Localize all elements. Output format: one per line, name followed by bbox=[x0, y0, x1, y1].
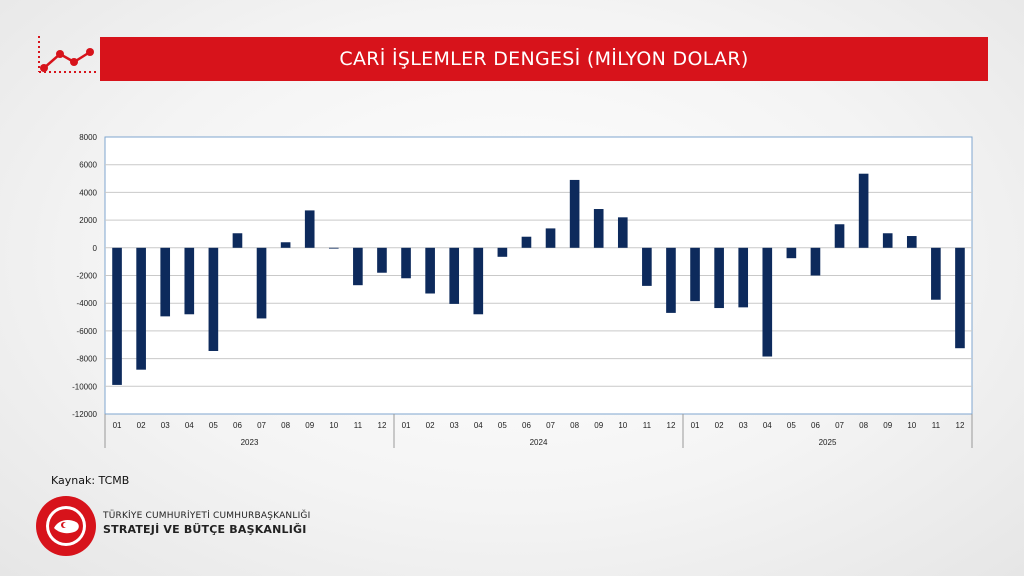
x-tick-label: 10 bbox=[618, 421, 627, 430]
x-tick-label: 06 bbox=[522, 421, 531, 430]
bar bbox=[617, 217, 628, 248]
bar bbox=[762, 247, 773, 357]
x-tick-label: 02 bbox=[715, 421, 724, 430]
bar bbox=[256, 247, 267, 319]
bar bbox=[738, 247, 749, 308]
bar bbox=[642, 247, 652, 286]
group-label: 2025 bbox=[819, 438, 837, 447]
bar bbox=[184, 247, 195, 315]
x-tick-label: 12 bbox=[378, 421, 387, 430]
bar bbox=[666, 247, 676, 313]
bar bbox=[160, 247, 171, 317]
x-tick-label: 08 bbox=[570, 421, 579, 430]
bar bbox=[690, 247, 700, 302]
page-title: CARİ İŞLEMLER DENGESİ (MİLYON DOLAR) bbox=[339, 48, 749, 70]
x-tick-label: 10 bbox=[329, 421, 338, 430]
bar bbox=[328, 247, 339, 249]
x-tick-label: 04 bbox=[474, 421, 483, 430]
bar bbox=[112, 247, 122, 385]
x-tick-label: 03 bbox=[161, 421, 170, 430]
x-tick-label: 12 bbox=[667, 421, 676, 430]
bar bbox=[208, 247, 219, 351]
x-tick-label: 11 bbox=[643, 421, 652, 430]
y-tick-label: 0 bbox=[93, 244, 98, 253]
bar bbox=[786, 247, 797, 259]
x-tick-label: 01 bbox=[402, 421, 411, 430]
bar bbox=[569, 179, 580, 248]
x-tick-label: 05 bbox=[498, 421, 507, 430]
bar bbox=[232, 233, 243, 248]
bar bbox=[136, 247, 146, 370]
x-tick-label: 11 bbox=[354, 421, 363, 430]
x-tick-label: 04 bbox=[763, 421, 772, 430]
x-tick-label: 01 bbox=[691, 421, 700, 430]
line-chart-icon bbox=[38, 36, 96, 73]
x-tick-label: 01 bbox=[113, 421, 122, 430]
x-tick-label: 02 bbox=[137, 421, 146, 430]
y-tick-label: 8000 bbox=[79, 133, 97, 142]
bar bbox=[425, 247, 435, 294]
bar bbox=[497, 247, 508, 257]
x-tick-label: 09 bbox=[594, 421, 603, 430]
group-label: 2023 bbox=[241, 438, 259, 447]
x-tick-label: 12 bbox=[956, 421, 965, 430]
y-tick-label: 4000 bbox=[79, 188, 97, 197]
y-tick-label: -8000 bbox=[77, 355, 98, 364]
bar bbox=[545, 228, 556, 248]
y-tick-label: -12000 bbox=[72, 410, 97, 419]
bar bbox=[714, 247, 724, 309]
bar bbox=[280, 242, 291, 248]
x-tick-label: 03 bbox=[450, 421, 459, 430]
x-tick-label: 07 bbox=[546, 421, 555, 430]
x-tick-label: 07 bbox=[835, 421, 844, 430]
bar bbox=[834, 224, 845, 248]
x-tick-label: 05 bbox=[787, 421, 796, 430]
x-tick-label: 09 bbox=[305, 421, 314, 430]
x-tick-label: 10 bbox=[907, 421, 916, 430]
x-tick-label: 09 bbox=[883, 421, 892, 430]
x-tick-label: 06 bbox=[811, 421, 820, 430]
bar bbox=[906, 236, 917, 248]
bar bbox=[521, 236, 532, 248]
bar bbox=[401, 247, 411, 279]
y-tick-label: 6000 bbox=[79, 161, 97, 170]
y-tick-label: 2000 bbox=[79, 216, 97, 225]
x-tick-label: 05 bbox=[209, 421, 218, 430]
x-tick-label: 03 bbox=[739, 421, 748, 430]
y-tick-label: -10000 bbox=[72, 382, 97, 391]
title-bar: CARİ İŞLEMLER DENGESİ (MİLYON DOLAR) bbox=[100, 37, 988, 81]
y-tick-label: -2000 bbox=[77, 272, 98, 281]
x-tick-label: 08 bbox=[859, 421, 868, 430]
bar bbox=[810, 247, 821, 276]
bar bbox=[858, 173, 869, 248]
x-tick-label: 04 bbox=[185, 421, 194, 430]
x-tick-label: 02 bbox=[426, 421, 435, 430]
org-name-line2: STRATEJİ VE BÜTÇE BAŞKANLIĞI bbox=[103, 523, 307, 536]
group-label: 2024 bbox=[530, 438, 548, 447]
source-label: Kaynak: TCMB bbox=[51, 474, 130, 487]
y-tick-label: -4000 bbox=[77, 299, 98, 308]
bar bbox=[473, 247, 484, 315]
bar bbox=[377, 247, 387, 273]
sbb-logo bbox=[36, 496, 96, 556]
bar bbox=[955, 247, 965, 349]
bar bbox=[593, 209, 604, 248]
bar bbox=[304, 210, 315, 248]
y-tick-label: -6000 bbox=[77, 327, 98, 336]
bar bbox=[449, 247, 460, 304]
x-tick-label: 06 bbox=[233, 421, 242, 430]
x-tick-label: 08 bbox=[281, 421, 290, 430]
bar bbox=[882, 233, 893, 248]
org-name-line1: TÜRKİYE CUMHURİYETİ CUMHURBAŞKANLIĞI bbox=[103, 511, 311, 521]
bar bbox=[353, 247, 363, 286]
x-tick-label: 11 bbox=[932, 421, 941, 430]
x-tick-label: 07 bbox=[257, 421, 266, 430]
bar bbox=[931, 247, 941, 300]
